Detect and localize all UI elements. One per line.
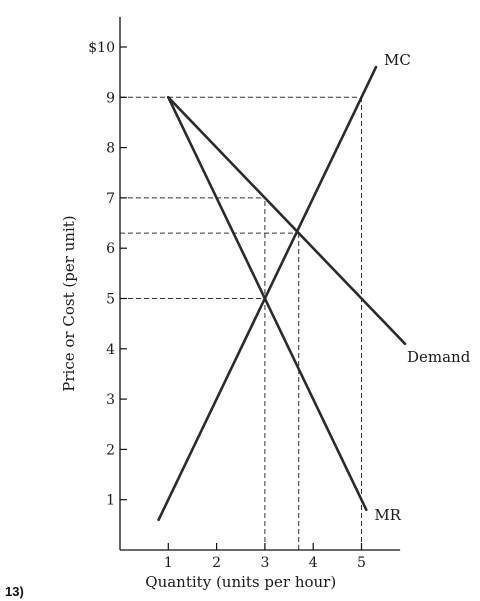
- y-tick-label-9: 9: [106, 90, 115, 106]
- demand-line: [167, 96, 407, 346]
- y-tick-label-6: 6: [106, 241, 115, 257]
- y-tick-label-5: 5: [106, 292, 115, 308]
- axes: [119, 16, 401, 551]
- y-tick-label-2: 2: [106, 442, 115, 458]
- x-tick-label-4: 4: [309, 555, 318, 571]
- x-tick-label-3: 3: [260, 555, 269, 571]
- y-axis-title: Price or Cost (per unit): [60, 215, 78, 391]
- reference-lines: [120, 96, 362, 550]
- y-tick-label-4: 4: [106, 342, 115, 358]
- problem-number: 13): [5, 584, 24, 599]
- x-tick-label-5: 5: [357, 555, 366, 571]
- y-tick-label-1: 1: [106, 493, 115, 509]
- mc-label: MC: [384, 51, 411, 69]
- y-tick-label-10: $10: [88, 40, 115, 56]
- x-tick-label-2: 2: [212, 555, 221, 571]
- x-tick-label-1: 1: [164, 555, 173, 571]
- x-axis-title: Quantity (units per hour): [145, 573, 336, 591]
- y-tick-label-8: 8: [106, 141, 115, 157]
- mr-line: [167, 96, 368, 512]
- y-tick-label-3: 3: [106, 392, 115, 408]
- labels: 1 2 3 4 5 6 7 8 9 $10 1 2 3 4 5 Quantity (units per hou…: [60, 40, 471, 591]
- series: [157, 65, 407, 522]
- mc-line: [157, 65, 378, 522]
- mr-label: MR: [374, 506, 401, 524]
- demand-label: Demand: [407, 348, 471, 366]
- y-tick-label-7: 7: [106, 191, 115, 207]
